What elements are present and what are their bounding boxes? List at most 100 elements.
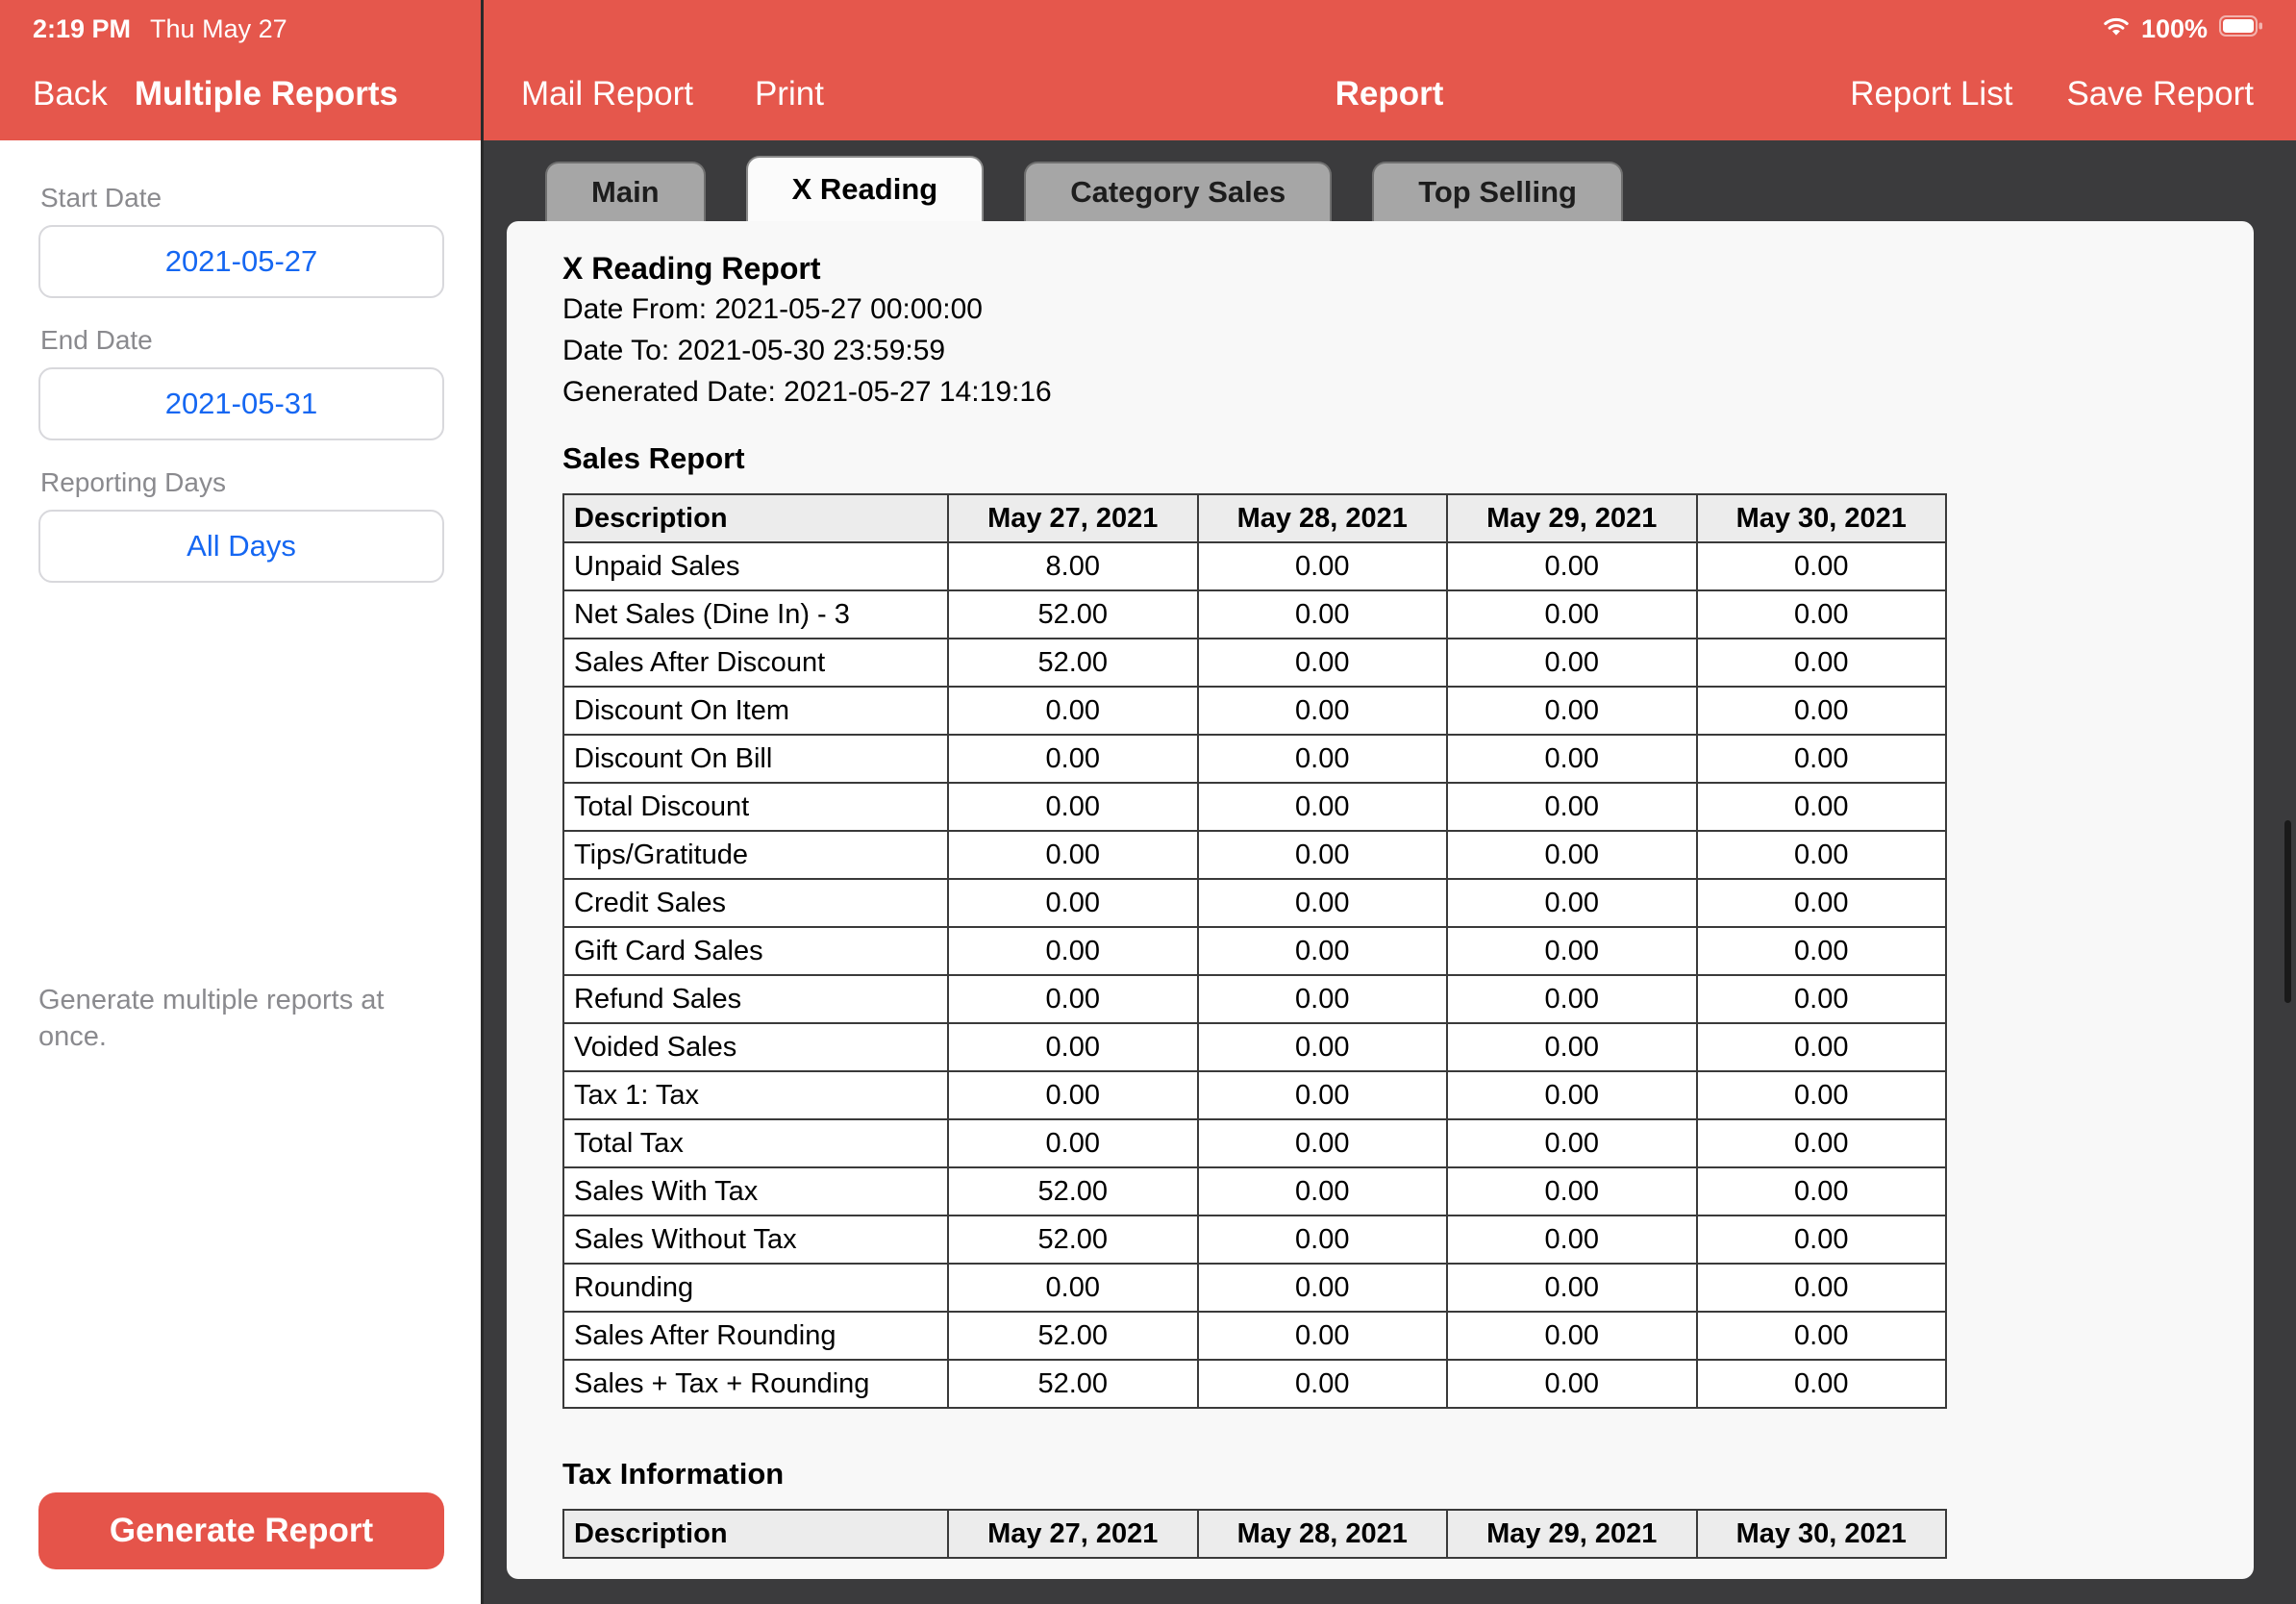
back-button[interactable]: Back (33, 75, 108, 113)
row-value: 0.00 (1196, 878, 1448, 928)
scrollbar-thumb[interactable] (2284, 820, 2291, 1003)
row-value: 0.00 (1695, 1022, 1947, 1072)
tab-bar: Main X Reading Category Sales Top Selling (545, 156, 1623, 221)
mail-report-button[interactable]: Mail Report (521, 75, 693, 113)
row-value: 0.00 (947, 1070, 1199, 1120)
header-row: Description May 27, 2021 May 28, 2021 May 2… (562, 493, 1947, 543)
end-date-label: End Date (40, 325, 153, 355)
row-value: 0.00 (1196, 926, 1448, 976)
report-list-button[interactable]: Report List (1850, 75, 2013, 113)
row-label: Sales After Rounding (562, 1311, 949, 1361)
row-label: Sales After Discount (562, 638, 949, 688)
save-report-button[interactable]: Save Report (2066, 75, 2254, 113)
row-value: 0.00 (1695, 1311, 1947, 1361)
nav-group-left: Mail Report Print (521, 75, 824, 113)
row-value: 0.00 (1695, 1263, 1947, 1313)
report-date-to: Date To: 2021-05-30 23:59:59 (562, 335, 946, 366)
row-value: 0.00 (1446, 1215, 1698, 1265)
table-row: Sales With Tax 52.00 0.00 0.00 0.00 (562, 1166, 1947, 1216)
row-value: 0.00 (1196, 782, 1448, 832)
row-value: 8.00 (947, 541, 1199, 591)
table-row: Discount On Bill 0.00 0.00 0.00 0.00 (562, 734, 1947, 784)
column-header: May 29, 2021 (1446, 1509, 1698, 1559)
tab-main[interactable]: Main (545, 162, 706, 221)
status-time: 2:19 PM (33, 13, 132, 43)
row-value: 52.00 (947, 1215, 1199, 1265)
row-value: 0.00 (947, 686, 1199, 736)
print-button[interactable]: Print (754, 75, 824, 113)
row-value: 0.00 (1196, 1070, 1448, 1120)
row-value: 0.00 (1196, 1263, 1448, 1313)
row-value: 0.00 (1695, 1118, 1947, 1168)
table-row: Sales After Rounding 52.00 0.00 0.00 0.00 (562, 1311, 1947, 1361)
row-label: Sales + Tax + Rounding (562, 1359, 949, 1409)
row-label: Voided Sales (562, 1022, 949, 1072)
nav-bar: Back Multiple Reports Mail Report Print … (0, 48, 2296, 140)
row-value: 0.00 (947, 1263, 1199, 1313)
row-value: 0.00 (1446, 1311, 1698, 1361)
row-value: 52.00 (947, 1166, 1199, 1216)
row-value: 0.00 (1695, 638, 1947, 688)
start-date-label: Start Date (40, 183, 162, 213)
sales-report-heading: Sales Report (562, 441, 745, 475)
row-value: 0.00 (1446, 1118, 1698, 1168)
status-left: 2:19 PM Thu May 27 (33, 14, 287, 44)
table-row: Tax 1: Tax 0.00 0.00 0.00 0.00 (562, 1070, 1947, 1120)
row-value: 0.00 (1695, 1215, 1947, 1265)
row-value: 0.00 (1196, 1118, 1448, 1168)
row-label: Total Tax (562, 1118, 949, 1168)
row-value: 52.00 (947, 589, 1199, 639)
row-value: 0.00 (1196, 541, 1448, 591)
tab-x-reading[interactable]: X Reading (745, 156, 985, 221)
tab-category-sales[interactable]: Category Sales (1024, 162, 1333, 221)
row-value: 0.00 (947, 926, 1199, 976)
start-date-field[interactable]: 2021-05-27 (38, 225, 444, 298)
row-value: 0.00 (1196, 1215, 1448, 1265)
row-value: 0.00 (1196, 638, 1448, 688)
row-value: 0.00 (1695, 541, 1947, 591)
row-value: 0.00 (1196, 1022, 1448, 1072)
row-value: 52.00 (947, 1359, 1199, 1409)
table-row: Sales + Tax + Rounding 52.00 0.00 0.00 0.00 (562, 1359, 1947, 1409)
table-row: Rounding 0.00 0.00 0.00 0.00 (562, 1263, 1947, 1313)
row-value: 0.00 (1446, 734, 1698, 784)
row-value: 0.00 (1446, 830, 1698, 880)
row-value: 0.00 (1695, 1359, 1947, 1409)
row-value: 0.00 (1446, 686, 1698, 736)
row-value: 0.00 (1196, 1359, 1448, 1409)
row-label: Gift Card Sales (562, 926, 949, 976)
table-row: Voided Sales 0.00 0.00 0.00 0.00 (562, 1022, 1947, 1072)
row-value: 0.00 (1695, 1166, 1947, 1216)
reporting-days-label: Reporting Days (40, 467, 226, 497)
row-value: 0.00 (947, 782, 1199, 832)
row-value: 0.00 (947, 1022, 1199, 1072)
row-value: 0.00 (1196, 589, 1448, 639)
report-generated-date: Generated Date: 2021-05-27 14:19:16 (562, 376, 1052, 408)
row-value: 0.00 (1446, 974, 1698, 1024)
row-label: Tax 1: Tax (562, 1070, 949, 1120)
page-title: Report (1335, 75, 1444, 113)
sidebar-title: Multiple Reports (134, 75, 398, 113)
column-header: May 27, 2021 (947, 1509, 1199, 1559)
row-label: Credit Sales (562, 878, 949, 928)
row-label: Sales With Tax (562, 1166, 949, 1216)
table-row: Sales Without Tax 52.00 0.00 0.00 0.00 (562, 1215, 1947, 1265)
row-label: Total Discount (562, 782, 949, 832)
reporting-days-field[interactable]: All Days (38, 510, 444, 583)
app-header: 2:19 PM Thu May 27 100% Ba (0, 0, 2296, 140)
table-row: Gift Card Sales 0.00 0.00 0.00 0.00 (562, 926, 1947, 976)
end-date-field[interactable]: 2021-05-31 (38, 367, 444, 440)
row-value: 0.00 (1446, 1022, 1698, 1072)
row-value: 0.00 (1695, 734, 1947, 784)
sales-table: Description May 27, 2021 May 28, 2021 May 2… (562, 493, 1947, 1409)
row-value: 0.00 (1446, 1070, 1698, 1120)
row-value: 0.00 (947, 878, 1199, 928)
generate-report-button[interactable]: Generate Report (38, 1492, 444, 1569)
table-row: Sales After Discount 52.00 0.00 0.00 0.00 (562, 638, 1947, 688)
row-label: Unpaid Sales (562, 541, 949, 591)
table-row: Discount On Item 0.00 0.00 0.00 0.00 (562, 686, 1947, 736)
row-value: 0.00 (1695, 830, 1947, 880)
tab-top-selling[interactable]: Top Selling (1372, 162, 1623, 221)
main-nav: Mail Report Print Report Report List Sav… (483, 48, 2296, 140)
report-main-area: Main X Reading Category Sales Top Selling X… (484, 140, 2296, 1604)
